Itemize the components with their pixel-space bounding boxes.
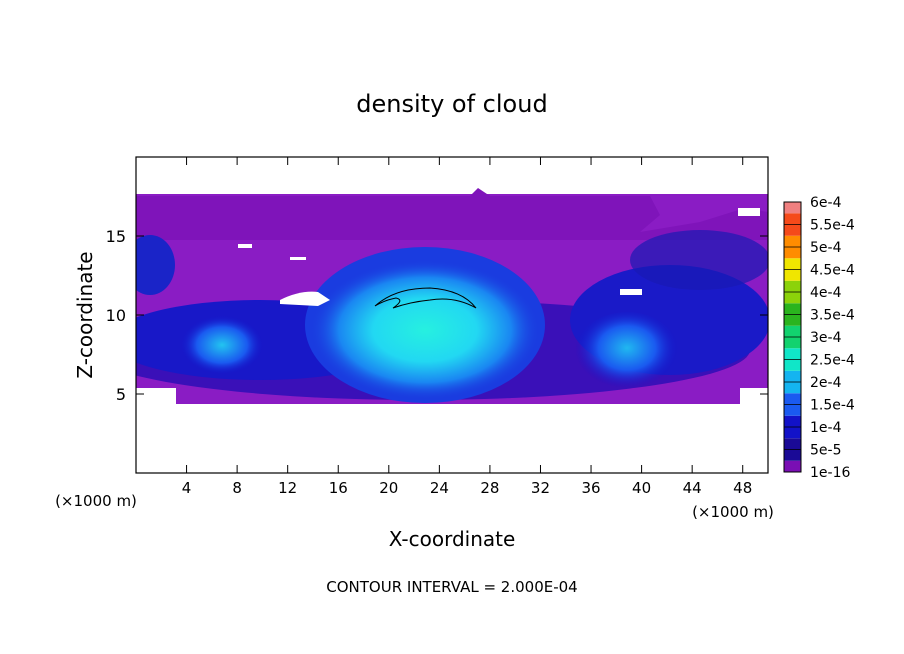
density-field	[136, 188, 768, 408]
x-tick-label: 16	[329, 479, 348, 497]
x-unit-label-right: (×1000 m)	[692, 503, 774, 521]
y-tick-label: 5	[116, 385, 126, 404]
cloud-top-white-gap	[280, 291, 330, 306]
colorbar-label: 2e-4	[810, 375, 842, 391]
x-tick-label: 40	[632, 479, 651, 497]
x-unit-label-left: (×1000 m)	[55, 492, 137, 510]
colorbar-label: 3.5e-4	[810, 308, 855, 324]
colorbar-label: 5.5e-4	[810, 218, 855, 234]
colorbar-label: 1e-4	[810, 420, 842, 436]
x-tick-label: 24	[430, 479, 449, 497]
colorbar-label: 5e-4	[810, 240, 842, 256]
gap-white-2	[290, 257, 306, 260]
edge-blue-left	[136, 235, 175, 295]
gap-white-4	[738, 208, 760, 216]
gap-white-1	[238, 244, 252, 248]
y-axis-ticks: 5 10 15	[106, 227, 768, 404]
colorbar-swatch	[784, 460, 801, 472]
x-tick-label: 32	[531, 479, 550, 497]
gap-white-3	[620, 289, 642, 295]
colorbar: 1e-16 5e-5 1e-4 1.5e-4 2e-4 2.5e-4 3e-4 3.5e-4 4…	[783, 195, 855, 481]
colorbar-label: 1.5e-4	[810, 398, 855, 414]
y-tick-label: 10	[106, 306, 126, 325]
chart-title: density of cloud	[356, 90, 547, 118]
contour-line	[374, 287, 477, 309]
x-tick-label: 8	[232, 479, 242, 497]
left-cell	[180, 315, 264, 375]
core-gradient	[310, 260, 540, 400]
colorbar-label: 6e-4	[810, 195, 842, 211]
x-tick-label: 28	[480, 479, 499, 497]
x-tick-label: 36	[581, 479, 600, 497]
colorbar-label: 1e-16	[810, 465, 850, 481]
x-tick-label: 44	[683, 479, 702, 497]
colorbar-label: 3e-4	[810, 330, 842, 346]
x-tick-label: 12	[278, 479, 297, 497]
gap-white-6	[740, 388, 768, 408]
contour-interval-note: CONTOUR INTERVAL = 2.000E-04	[326, 578, 577, 596]
colorbar-label: 4.5e-4	[810, 263, 855, 279]
cloud-layer-upper-edge	[136, 188, 768, 240]
x-tick-label: 20	[379, 479, 398, 497]
colorbar-swatch	[784, 202, 801, 214]
y-tick-label: 15	[106, 227, 126, 246]
x-axis-ticks: 4 8 12 16 20 24 28 32 36 40 44 48	[182, 157, 752, 497]
x-tick-label: 48	[733, 479, 752, 497]
right-cell	[575, 312, 679, 392]
colorbar-label: 5e-5	[810, 443, 841, 459]
x-axis-label: X-coordinate	[389, 527, 516, 551]
colorbar-label: 4e-4	[810, 285, 842, 301]
colorbar-label: 2.5e-4	[810, 353, 855, 369]
x-tick-label: 4	[182, 479, 192, 497]
y-axis-label: Z-coordinate	[73, 251, 97, 378]
upper-blue-band	[630, 230, 768, 290]
gap-white-5	[136, 388, 176, 408]
